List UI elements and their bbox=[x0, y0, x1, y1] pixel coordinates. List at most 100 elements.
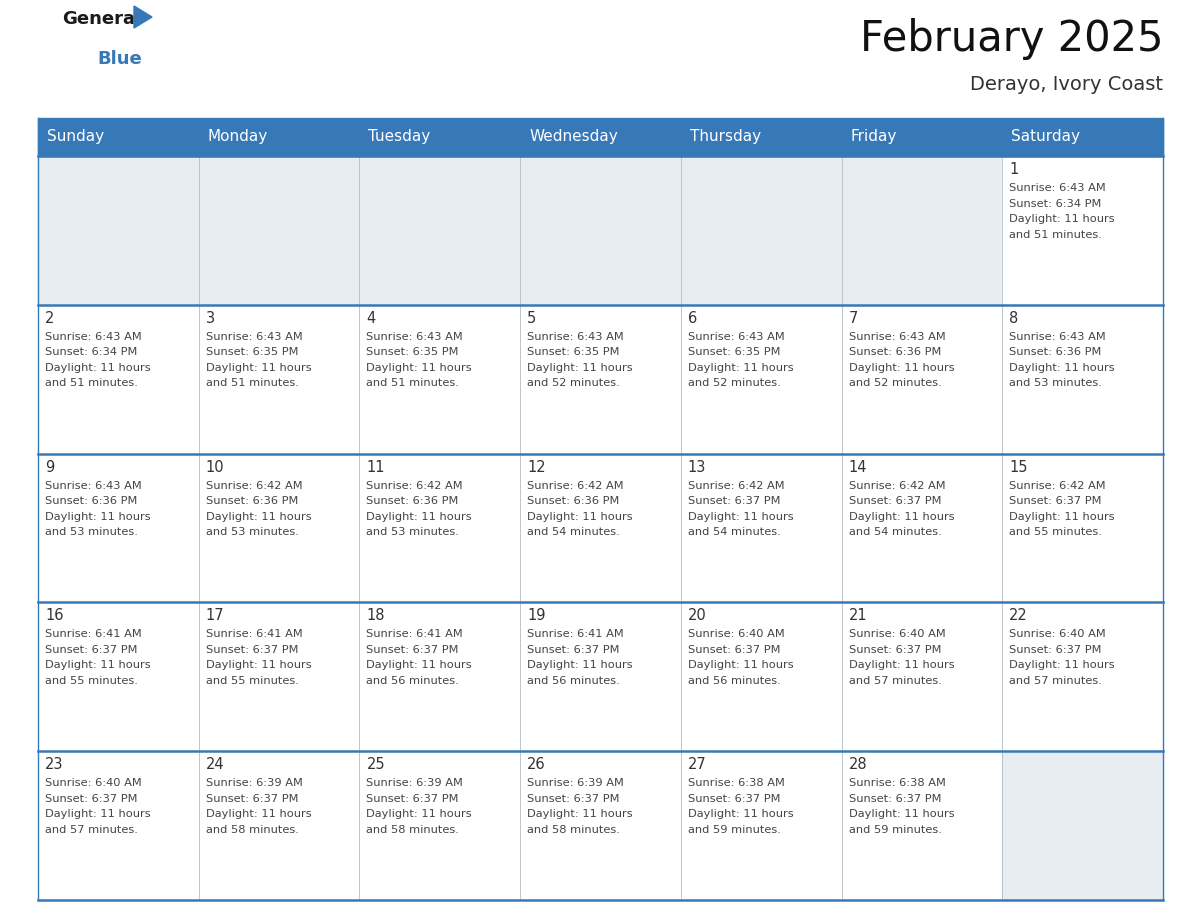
Bar bbox=[681, 751, 841, 900]
Bar bbox=[198, 751, 360, 900]
Text: 1: 1 bbox=[1010, 162, 1018, 177]
Text: Sunrise: 6:41 AM: Sunrise: 6:41 AM bbox=[366, 630, 463, 640]
Text: and 55 minutes.: and 55 minutes. bbox=[206, 676, 298, 686]
Text: Sunrise: 6:42 AM: Sunrise: 6:42 AM bbox=[1010, 481, 1106, 490]
Bar bbox=[1003, 602, 1163, 751]
Text: Sunset: 6:36 PM: Sunset: 6:36 PM bbox=[848, 347, 941, 357]
Text: 22: 22 bbox=[1010, 609, 1028, 623]
Text: Sunset: 6:34 PM: Sunset: 6:34 PM bbox=[45, 347, 138, 357]
Text: 24: 24 bbox=[206, 757, 225, 772]
Bar bbox=[198, 453, 360, 602]
Bar bbox=[841, 602, 1003, 751]
Bar bbox=[198, 156, 360, 305]
Text: Sunrise: 6:40 AM: Sunrise: 6:40 AM bbox=[1010, 630, 1106, 640]
Bar bbox=[38, 118, 1163, 156]
Text: and 59 minutes.: and 59 minutes. bbox=[688, 824, 781, 834]
Text: and 53 minutes.: and 53 minutes. bbox=[45, 527, 138, 537]
Bar bbox=[360, 453, 520, 602]
Text: Sunrise: 6:39 AM: Sunrise: 6:39 AM bbox=[527, 778, 624, 789]
Text: Daylight: 11 hours: Daylight: 11 hours bbox=[1010, 363, 1114, 373]
Text: Sunset: 6:36 PM: Sunset: 6:36 PM bbox=[45, 496, 138, 506]
Text: Daylight: 11 hours: Daylight: 11 hours bbox=[527, 511, 633, 521]
Text: Thursday: Thursday bbox=[690, 129, 762, 144]
Bar bbox=[841, 453, 1003, 602]
Text: Sunrise: 6:43 AM: Sunrise: 6:43 AM bbox=[366, 331, 463, 341]
Text: Sunrise: 6:41 AM: Sunrise: 6:41 AM bbox=[206, 630, 303, 640]
Text: 8: 8 bbox=[1010, 311, 1018, 326]
Bar bbox=[38, 751, 198, 900]
Text: Daylight: 11 hours: Daylight: 11 hours bbox=[366, 809, 472, 819]
Text: Sunrise: 6:40 AM: Sunrise: 6:40 AM bbox=[45, 778, 141, 789]
Text: Sunset: 6:36 PM: Sunset: 6:36 PM bbox=[1010, 347, 1101, 357]
Text: Daylight: 11 hours: Daylight: 11 hours bbox=[848, 809, 954, 819]
Bar bbox=[841, 156, 1003, 305]
Text: and 52 minutes.: and 52 minutes. bbox=[848, 378, 941, 388]
Bar bbox=[360, 156, 520, 305]
Polygon shape bbox=[134, 6, 152, 28]
Text: 26: 26 bbox=[527, 757, 545, 772]
Text: Sunrise: 6:43 AM: Sunrise: 6:43 AM bbox=[45, 331, 141, 341]
Text: Daylight: 11 hours: Daylight: 11 hours bbox=[1010, 660, 1114, 670]
Text: Sunset: 6:37 PM: Sunset: 6:37 PM bbox=[848, 496, 941, 506]
Bar bbox=[1003, 453, 1163, 602]
Text: Daylight: 11 hours: Daylight: 11 hours bbox=[45, 809, 151, 819]
Text: and 52 minutes.: and 52 minutes. bbox=[527, 378, 620, 388]
Text: February 2025: February 2025 bbox=[859, 18, 1163, 60]
Text: 14: 14 bbox=[848, 460, 867, 475]
Text: and 56 minutes.: and 56 minutes. bbox=[366, 676, 460, 686]
Bar bbox=[198, 602, 360, 751]
Text: and 59 minutes.: and 59 minutes. bbox=[848, 824, 941, 834]
Text: Sunrise: 6:39 AM: Sunrise: 6:39 AM bbox=[206, 778, 303, 789]
Text: Daylight: 11 hours: Daylight: 11 hours bbox=[527, 363, 633, 373]
Text: Daylight: 11 hours: Daylight: 11 hours bbox=[45, 363, 151, 373]
Text: and 51 minutes.: and 51 minutes. bbox=[45, 378, 138, 388]
Text: and 54 minutes.: and 54 minutes. bbox=[848, 527, 941, 537]
Text: 25: 25 bbox=[366, 757, 385, 772]
Text: 9: 9 bbox=[45, 460, 55, 475]
Text: Sunrise: 6:43 AM: Sunrise: 6:43 AM bbox=[45, 481, 141, 490]
Text: Sunset: 6:37 PM: Sunset: 6:37 PM bbox=[45, 645, 138, 655]
Text: Sunset: 6:35 PM: Sunset: 6:35 PM bbox=[527, 347, 620, 357]
Text: and 57 minutes.: and 57 minutes. bbox=[848, 676, 941, 686]
Text: Sunset: 6:37 PM: Sunset: 6:37 PM bbox=[688, 794, 781, 803]
Text: Daylight: 11 hours: Daylight: 11 hours bbox=[206, 511, 311, 521]
Text: Daylight: 11 hours: Daylight: 11 hours bbox=[688, 511, 794, 521]
Text: Sunrise: 6:40 AM: Sunrise: 6:40 AM bbox=[848, 630, 946, 640]
Text: Sunset: 6:36 PM: Sunset: 6:36 PM bbox=[206, 496, 298, 506]
Text: and 58 minutes.: and 58 minutes. bbox=[366, 824, 460, 834]
Text: Sunrise: 6:42 AM: Sunrise: 6:42 AM bbox=[366, 481, 463, 490]
Text: 28: 28 bbox=[848, 757, 867, 772]
Text: Sunrise: 6:43 AM: Sunrise: 6:43 AM bbox=[1010, 331, 1106, 341]
Text: Daylight: 11 hours: Daylight: 11 hours bbox=[366, 660, 472, 670]
Text: 23: 23 bbox=[45, 757, 63, 772]
Text: Sunset: 6:35 PM: Sunset: 6:35 PM bbox=[206, 347, 298, 357]
Text: Sunrise: 6:42 AM: Sunrise: 6:42 AM bbox=[206, 481, 302, 490]
Text: Daylight: 11 hours: Daylight: 11 hours bbox=[366, 363, 472, 373]
Text: and 51 minutes.: and 51 minutes. bbox=[1010, 230, 1102, 240]
Text: and 51 minutes.: and 51 minutes. bbox=[206, 378, 298, 388]
Bar bbox=[520, 305, 681, 453]
Text: Sunrise: 6:42 AM: Sunrise: 6:42 AM bbox=[688, 481, 784, 490]
Text: Daylight: 11 hours: Daylight: 11 hours bbox=[848, 363, 954, 373]
Text: Daylight: 11 hours: Daylight: 11 hours bbox=[688, 809, 794, 819]
Bar bbox=[841, 751, 1003, 900]
Text: 10: 10 bbox=[206, 460, 225, 475]
Text: 20: 20 bbox=[688, 609, 707, 623]
Text: Daylight: 11 hours: Daylight: 11 hours bbox=[206, 809, 311, 819]
Text: Sunrise: 6:43 AM: Sunrise: 6:43 AM bbox=[848, 331, 946, 341]
Text: Sunrise: 6:38 AM: Sunrise: 6:38 AM bbox=[848, 778, 946, 789]
Text: 27: 27 bbox=[688, 757, 707, 772]
Text: and 53 minutes.: and 53 minutes. bbox=[206, 527, 298, 537]
Text: Sunset: 6:35 PM: Sunset: 6:35 PM bbox=[366, 347, 459, 357]
Bar bbox=[360, 751, 520, 900]
Text: and 56 minutes.: and 56 minutes. bbox=[527, 676, 620, 686]
Text: Tuesday: Tuesday bbox=[368, 129, 431, 144]
Text: Sunrise: 6:43 AM: Sunrise: 6:43 AM bbox=[527, 331, 624, 341]
Text: Daylight: 11 hours: Daylight: 11 hours bbox=[848, 511, 954, 521]
Text: 5: 5 bbox=[527, 311, 537, 326]
Text: Sunset: 6:36 PM: Sunset: 6:36 PM bbox=[366, 496, 459, 506]
Bar bbox=[681, 602, 841, 751]
Text: Sunrise: 6:42 AM: Sunrise: 6:42 AM bbox=[848, 481, 946, 490]
Text: Saturday: Saturday bbox=[1011, 129, 1080, 144]
Text: and 58 minutes.: and 58 minutes. bbox=[527, 824, 620, 834]
